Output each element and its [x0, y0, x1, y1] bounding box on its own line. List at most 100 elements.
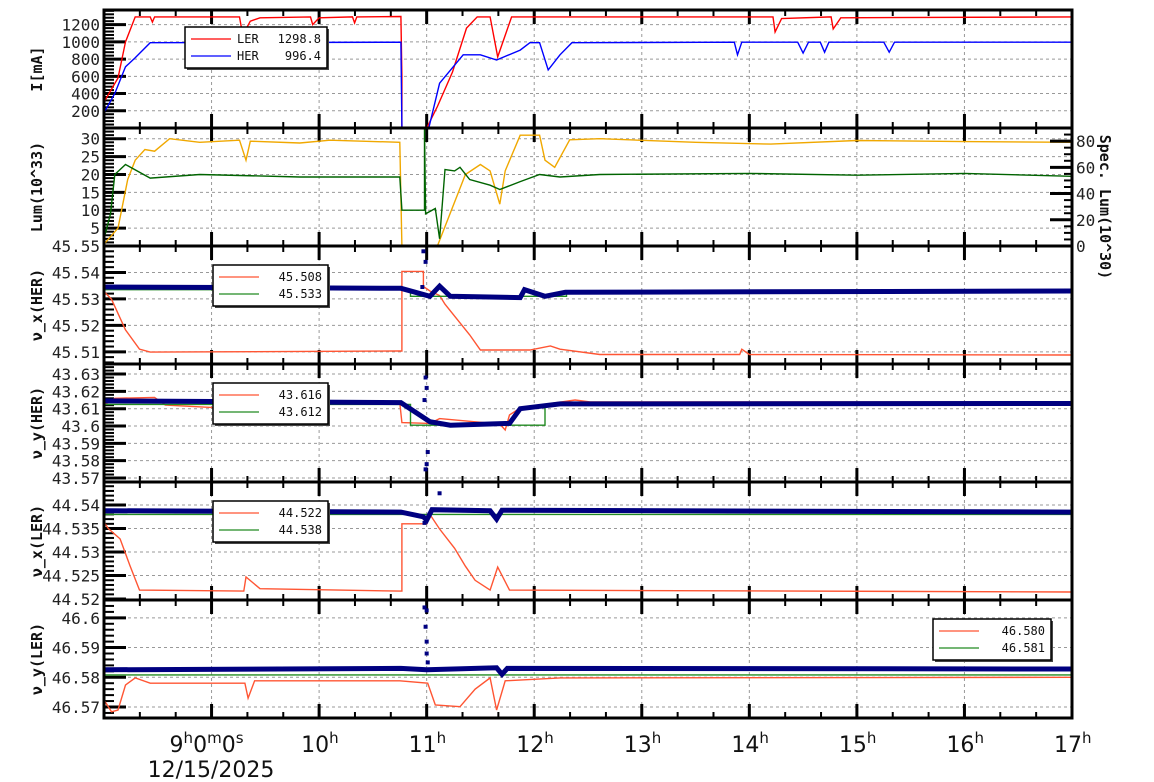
series-group	[104, 15, 1072, 128]
series-line	[104, 134, 1072, 246]
x-axis-date: 12/15/2025	[148, 758, 275, 782]
y-axis-label: ν_y(LER)	[28, 623, 46, 695]
series-line	[104, 41, 1072, 128]
legend-value: 996.4	[285, 49, 321, 63]
y-tick-label: 5	[90, 219, 100, 238]
series-line	[104, 128, 1072, 239]
scatter-point	[424, 639, 429, 644]
legend-box	[212, 500, 329, 543]
scatter-point	[423, 375, 428, 380]
legend-box	[212, 264, 329, 307]
scatter-point	[424, 651, 429, 656]
series-group	[104, 128, 1072, 246]
y-tick-label: 44.53	[52, 543, 100, 562]
scatter-point	[424, 608, 429, 613]
scatter-point	[423, 624, 428, 629]
y-tick-label: 1000	[61, 33, 100, 52]
y-tick-label: 45.53	[52, 290, 100, 309]
y-tick-label: 43.58	[52, 452, 100, 471]
y-tick-label: 43.62	[52, 382, 100, 401]
y-tick-label: 44.52	[52, 590, 100, 609]
x-tick-label: 11h	[409, 729, 447, 758]
legend-value: 44.538	[279, 523, 322, 537]
y-axis-label: Lum(10^33)	[28, 142, 46, 232]
right-y-tick-label: 60	[1076, 158, 1095, 177]
y-tick-label: 1200	[61, 16, 100, 35]
y-tick-label: 43.6	[61, 417, 100, 436]
x-tick-label: 14h	[731, 729, 769, 758]
legend: 46.580 46.581	[932, 618, 1053, 662]
series-group	[104, 249, 1072, 356]
y-tick-label: 46.6	[61, 609, 100, 628]
y-axis-label: I[mA]	[28, 46, 46, 91]
scatter-point	[423, 259, 428, 264]
right-axis-label-text: Spec. Lum(10^30)	[1096, 135, 1114, 280]
y-axis-label: ν_y(HER)	[28, 387, 46, 459]
right-y-tick-label: 0	[1076, 237, 1086, 256]
series-line	[104, 512, 1072, 593]
x-tick-label: 15h	[839, 729, 877, 758]
scatter-point	[423, 467, 428, 472]
legend: 45.508 45.533	[212, 264, 330, 308]
x-tick-label: 12h	[516, 729, 554, 758]
y-axis-label-text: ν_y(LER)	[28, 623, 46, 695]
y-axis-label: ν_x(LER)	[28, 505, 46, 577]
x-tick-label: 9h0m0s	[170, 729, 244, 758]
scatter-band	[104, 665, 1072, 679]
scatter-point	[437, 491, 442, 496]
legend-value: 43.616	[279, 388, 322, 402]
y-tick-label: 400	[71, 85, 100, 104]
scatter-point	[424, 385, 429, 390]
y-tick-label: 44.525	[42, 567, 100, 586]
series-group	[104, 375, 1072, 472]
y-axis-label-text: I[mA]	[28, 46, 46, 91]
y-tick-label: 43.61	[52, 400, 100, 419]
scatter-band	[104, 507, 1072, 525]
legend-value: 45.508	[279, 270, 322, 284]
legend-value: 43.612	[279, 405, 322, 419]
y-axis-label-text: ν_x(LER)	[28, 505, 46, 577]
y-tick-label: 45.54	[52, 263, 100, 282]
right-y-tick-label: 80	[1076, 132, 1095, 151]
y-tick-label: 45.55	[52, 237, 100, 256]
y-axis-label-text: ν_x(HER)	[28, 269, 46, 341]
y-tick-label: 20	[81, 165, 100, 184]
series-line	[104, 676, 1072, 713]
y-tick-label: 800	[71, 50, 100, 69]
scatter-point	[422, 398, 427, 403]
y-tick-label: 46.59	[52, 639, 100, 658]
x-tick-label: 17h	[1054, 729, 1092, 758]
series-line	[104, 270, 1072, 356]
scatter-point	[425, 660, 430, 665]
y-tick-label: 43.63	[52, 365, 100, 384]
y-axis-label-text: ν_y(HER)	[28, 387, 46, 459]
panel-5: 44.52 44.525 44.53 44.535 44.54 44.522 44.538	[42, 480, 1074, 609]
legend-label: LER	[237, 32, 259, 46]
y-tick-label: 25	[81, 148, 100, 167]
scatter-point	[425, 450, 430, 455]
legend: 44.522 44.538	[212, 500, 330, 544]
y-axis-label-text: Lum(10^33)	[28, 142, 46, 232]
legend: 43.616 43.612	[212, 382, 330, 426]
right-y-tick-label: 40	[1076, 185, 1095, 204]
panel-frame	[102, 598, 1074, 720]
panel-3: 45.51 45.52 45.53 45.54 45.55 45.508 45.533	[52, 237, 1074, 366]
y-tick-label: 46.58	[52, 668, 100, 687]
y-tick-label: 200	[71, 102, 100, 121]
legend-value: 1298.8	[278, 32, 321, 46]
legend-value: 46.580	[1002, 624, 1045, 638]
scatter-band	[104, 398, 1072, 428]
series-line	[104, 15, 1072, 128]
y-tick-label: 45.51	[52, 343, 100, 362]
panel-6: 46.57 46.58 46.59 46.6 46.580 46.581	[52, 598, 1074, 720]
y-tick-label: 44.535	[42, 520, 100, 539]
x-tick-label: 16h	[946, 729, 984, 758]
x-tick-label: 13h	[624, 729, 662, 758]
scatter-point	[422, 520, 427, 525]
y-tick-label: 43.59	[52, 434, 100, 453]
y-tick-label: 46.57	[52, 698, 100, 717]
